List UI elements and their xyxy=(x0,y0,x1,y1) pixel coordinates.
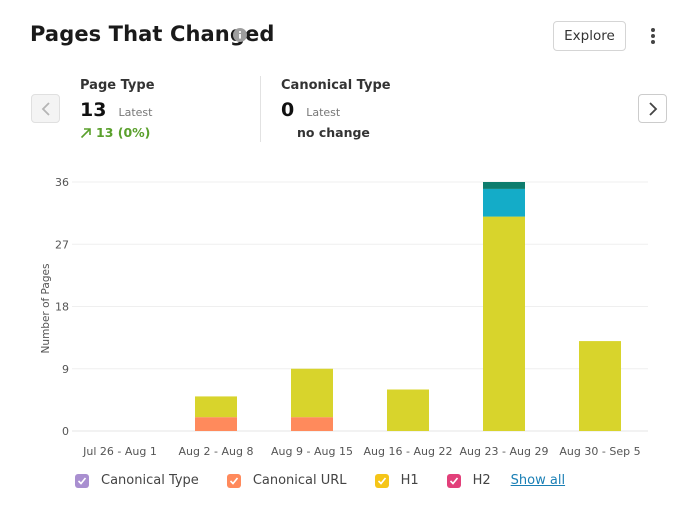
metric-change: 13 (0%) xyxy=(80,125,155,140)
y-tick-label: 36 xyxy=(55,176,69,189)
bar-segment xyxy=(483,182,525,189)
x-tick-label: Aug 16 - Aug 22 xyxy=(364,445,453,458)
metric-value: 0 xyxy=(281,99,295,121)
y-axis-label: Number of Pages xyxy=(40,264,52,354)
checkbox-checked-icon[interactable] xyxy=(226,473,241,488)
metric-change-text: no change xyxy=(297,125,370,140)
bar-segment xyxy=(195,396,237,418)
checkbox-checked-icon[interactable] xyxy=(446,473,461,488)
metric-divider xyxy=(260,76,261,142)
bar-segment xyxy=(291,417,333,431)
legend-label: Canonical URL xyxy=(252,473,347,488)
legend-item-h1[interactable]: H1 xyxy=(374,473,419,488)
bar-segment xyxy=(483,188,525,217)
bar-segment xyxy=(291,368,333,418)
metric-label: Canonical Type xyxy=(281,78,391,93)
x-tick-label: Jul 26 - Aug 1 xyxy=(82,445,157,458)
metric-canonical-type: Canonical Type 0 Latest no change xyxy=(281,78,391,140)
arrow-up-right-icon xyxy=(80,127,91,138)
x-tick-label: Aug 9 - Aug 15 xyxy=(271,445,353,458)
next-metric-button[interactable] xyxy=(638,94,667,123)
previous-metric-button[interactable] xyxy=(31,94,60,123)
x-tick-label: Aug 23 - Aug 29 xyxy=(460,445,549,458)
bar-segment xyxy=(579,341,621,431)
stacked-bar-chart: 0 9 18 27 36 Number of Pages Jul 26 - Aug 1 Aug… xyxy=(40,176,648,458)
chevron-left-icon xyxy=(41,101,50,116)
more-options-icon[interactable] xyxy=(646,26,660,46)
legend-label: H1 xyxy=(400,473,419,488)
bar-segment xyxy=(195,417,237,431)
bar-segment xyxy=(483,216,525,431)
checkbox-checked-icon[interactable] xyxy=(374,473,389,488)
legend-label: H2 xyxy=(472,473,491,488)
legend-label: Canonical Type xyxy=(101,473,199,488)
y-tick-label: 18 xyxy=(55,301,69,314)
explore-button[interactable]: Explore xyxy=(553,21,626,51)
info-icon[interactable] xyxy=(233,28,247,42)
metric-value: 13 xyxy=(80,99,107,121)
metric-label: Page Type xyxy=(80,78,155,93)
y-tick-label: 9 xyxy=(62,363,69,376)
metric-page-type: Page Type 13 Latest 13 (0%) xyxy=(80,78,155,140)
x-tick-label: Aug 30 - Sep 5 xyxy=(559,445,640,458)
legend-item-canonical-url[interactable]: Canonical URL xyxy=(226,473,347,488)
legend-item-canonical-type[interactable]: Canonical Type xyxy=(75,473,199,488)
legend-item-h2[interactable]: H2 xyxy=(446,473,491,488)
checkbox-checked-icon[interactable] xyxy=(75,473,89,488)
chart-legend: Canonical Type Canonical URL H1 H2 Show … xyxy=(75,473,565,488)
metric-suffix: Latest xyxy=(118,106,153,119)
metric-suffix: Latest xyxy=(306,106,341,119)
y-tick-label: 27 xyxy=(55,238,69,251)
x-tick-label: Aug 2 - Aug 8 xyxy=(179,445,254,458)
chevron-right-icon xyxy=(648,101,657,116)
y-tick-label: 0 xyxy=(62,425,69,438)
metric-change-text: 13 (0%) xyxy=(96,125,151,140)
show-all-link[interactable]: Show all xyxy=(510,473,566,488)
bar-segment xyxy=(387,389,429,431)
